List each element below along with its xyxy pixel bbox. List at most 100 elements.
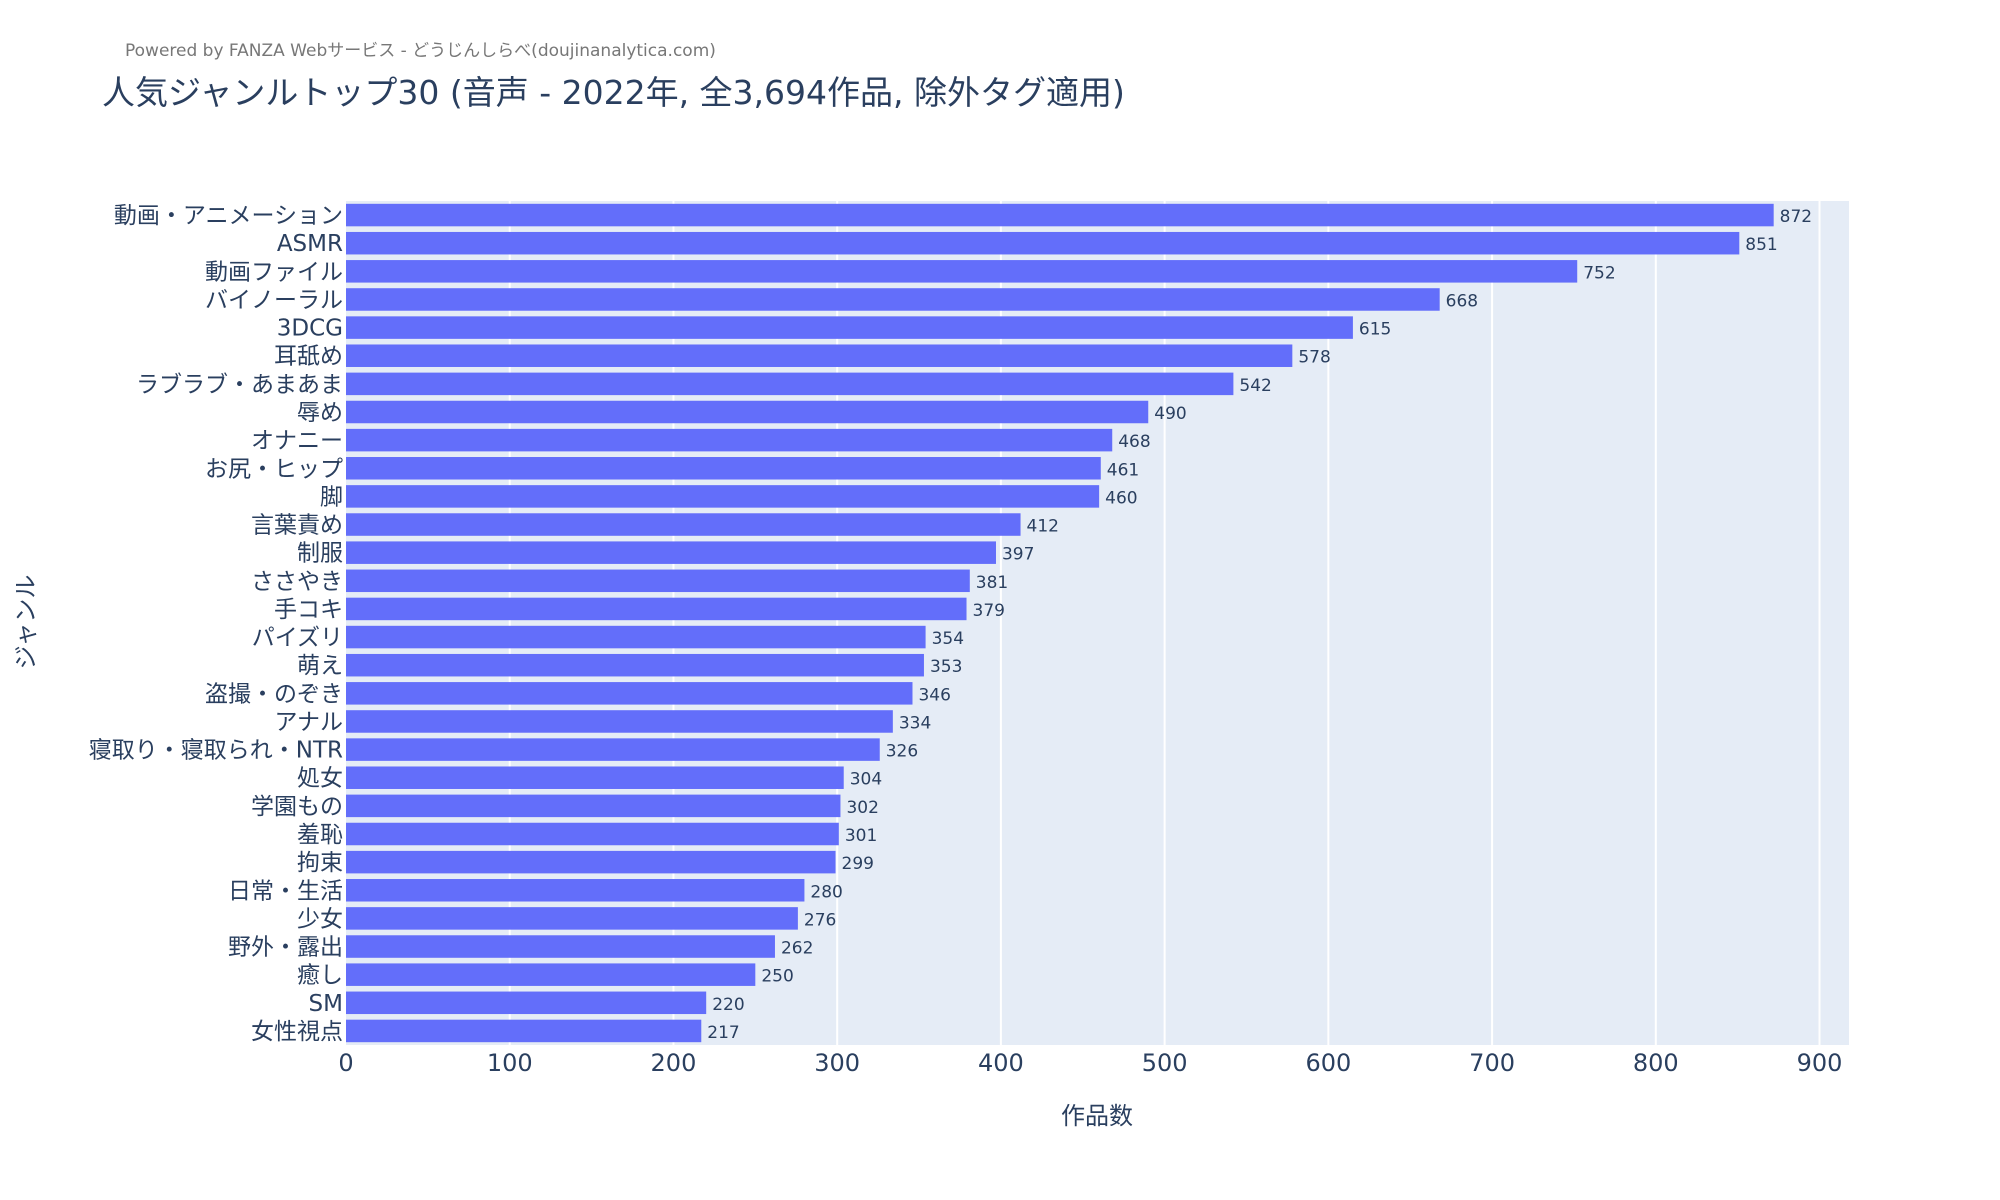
bar	[346, 822, 839, 846]
y-tick-label: 盗撮・のぞき	[205, 681, 343, 707]
y-tick-label: 女性視点	[251, 1019, 343, 1045]
data-label: 851	[1745, 235, 1777, 255]
y-tick-label: SM	[309, 991, 343, 1017]
bar	[346, 963, 756, 986]
data-label: 461	[1107, 460, 1139, 480]
y-tick-label: 萌え	[297, 653, 343, 679]
x-tick-label: 800	[1633, 1049, 1679, 1077]
bar	[346, 766, 844, 789]
data-label: 346	[918, 685, 950, 705]
data-label: 250	[761, 967, 793, 987]
data-label: 460	[1105, 488, 1137, 508]
data-label: 220	[712, 995, 744, 1015]
y-tick-label: 癒し	[297, 963, 343, 989]
bar	[346, 935, 775, 958]
y-tick-label: 日常・生活	[228, 878, 343, 904]
bar	[346, 597, 967, 621]
bar	[346, 260, 1578, 283]
x-tick-label: 400	[978, 1049, 1024, 1077]
data-label: 872	[1780, 207, 1812, 227]
x-tick-label: 700	[1469, 1049, 1515, 1077]
x-tick-label: 200	[651, 1049, 697, 1077]
y-tick-label: 処女	[297, 766, 343, 792]
y-tick-label: 学園もの	[251, 794, 343, 820]
y-tick-label: オナニー	[251, 428, 343, 454]
bar	[346, 907, 798, 930]
bar	[346, 738, 880, 761]
bar	[346, 513, 1021, 536]
data-label: 752	[1583, 263, 1615, 283]
y-tick-label: 動画・アニメーション	[114, 203, 343, 229]
bar	[346, 203, 1774, 227]
y-tick-label: 寝取り・寝取られ・NTR	[89, 738, 343, 764]
y-tick-label: 耳舐め	[274, 344, 343, 370]
y-tick-label: パイズリ	[252, 625, 343, 651]
y-tick-label: バイノーラル	[205, 287, 343, 313]
data-label: 578	[1298, 348, 1330, 368]
data-label: 301	[845, 826, 877, 846]
data-label: 217	[707, 1023, 739, 1043]
data-label: 354	[932, 629, 964, 649]
y-tick-label: 野外・露出	[228, 935, 343, 961]
bar	[346, 316, 1353, 339]
x-tick-label: 100	[487, 1049, 533, 1077]
bar	[346, 288, 1440, 311]
chart-title: 人気ジャンルトップ30 (音声 - 2022年, 全3,694作品, 除外タグ適…	[102, 73, 1125, 112]
bar	[346, 569, 970, 593]
y-axis-title: ジャンル	[12, 575, 40, 670]
bar	[346, 991, 707, 1015]
y-tick-label: アナル	[274, 709, 343, 735]
x-tick-label: 500	[1142, 1049, 1188, 1077]
bar	[346, 400, 1149, 424]
bar	[346, 485, 1100, 508]
bar	[346, 682, 913, 705]
data-label: 379	[973, 601, 1005, 621]
y-tick-label: ラブラブ・あまあま	[136, 372, 343, 398]
data-label: 304	[850, 770, 882, 790]
bar	[346, 372, 1234, 396]
data-label: 668	[1446, 291, 1478, 311]
y-tick-label: ささやき	[251, 569, 343, 595]
bar	[346, 794, 841, 818]
data-label: 542	[1239, 376, 1271, 396]
bar	[346, 625, 926, 649]
bar	[346, 541, 996, 564]
data-label: 262	[781, 939, 813, 959]
y-tick-label: 脚	[320, 484, 343, 510]
data-label: 302	[846, 798, 878, 818]
data-label: 412	[1027, 517, 1059, 537]
data-label: 276	[804, 910, 836, 930]
data-label: 397	[1002, 545, 1034, 565]
x-axis-title: 作品数	[1061, 1102, 1133, 1130]
bar	[346, 231, 1740, 255]
y-tick-label: 3DCG	[277, 316, 343, 342]
data-label: 299	[842, 854, 874, 874]
y-tick-label: 制服	[297, 541, 343, 567]
y-tick-label: ASMR	[277, 231, 343, 257]
y-tick-label: 辱め	[297, 400, 343, 426]
y-tick-label: 羞恥	[297, 822, 343, 848]
data-label: 326	[886, 742, 918, 762]
y-tick-label: お尻・ヒップ	[205, 456, 343, 482]
y-tick-label: 言葉責め	[251, 513, 343, 539]
bar	[346, 879, 805, 902]
y-tick-label: 少女	[297, 906, 343, 932]
x-tick-label: 600	[1305, 1049, 1351, 1077]
data-label: 615	[1359, 320, 1391, 340]
bar	[346, 1019, 702, 1043]
y-tick-label: 手コキ	[274, 597, 343, 623]
bar	[346, 457, 1101, 480]
bar	[346, 850, 836, 874]
data-label: 468	[1118, 432, 1150, 452]
y-tick-label: 動画ファイル	[205, 259, 343, 285]
plot-area	[346, 201, 1849, 1045]
bar	[346, 653, 924, 677]
data-label: 490	[1154, 404, 1186, 424]
data-label: 381	[976, 573, 1008, 593]
data-label: 334	[899, 713, 931, 733]
data-label: 353	[930, 657, 962, 677]
x-tick-label: 0	[338, 1049, 353, 1077]
x-tick-label: 900	[1797, 1049, 1843, 1077]
bar	[346, 428, 1113, 452]
